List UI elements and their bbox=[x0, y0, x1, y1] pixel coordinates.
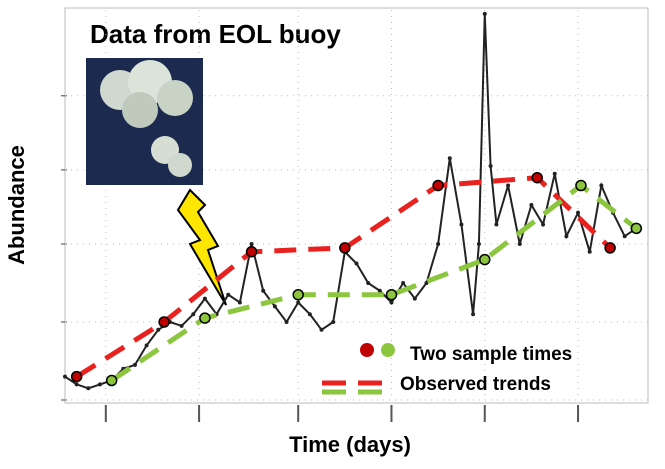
data-point bbox=[377, 288, 382, 293]
data-point bbox=[63, 374, 67, 379]
data-point bbox=[296, 300, 301, 305]
data-point bbox=[541, 222, 546, 227]
sample-point bbox=[339, 242, 351, 254]
data-point bbox=[476, 242, 481, 246]
sample-point bbox=[432, 179, 444, 192]
data-point bbox=[354, 261, 359, 266]
data-point bbox=[202, 296, 207, 301]
data-point bbox=[587, 249, 592, 254]
data-point bbox=[447, 156, 452, 161]
sample-point bbox=[604, 242, 616, 254]
x-axis-label: Time (days) bbox=[289, 432, 411, 457]
sample-point bbox=[630, 222, 643, 235]
data-point bbox=[389, 300, 394, 305]
data-point bbox=[272, 304, 277, 309]
sample-point bbox=[531, 171, 543, 184]
data-point bbox=[401, 281, 406, 285]
data-point bbox=[86, 386, 91, 391]
data-point bbox=[156, 327, 161, 332]
data-point bbox=[191, 312, 196, 317]
cloud-icon bbox=[86, 58, 203, 185]
sample-point bbox=[158, 316, 170, 328]
legend-dot bbox=[381, 343, 395, 357]
data-point bbox=[506, 183, 511, 188]
data-point bbox=[471, 312, 476, 317]
data-point bbox=[622, 234, 627, 239]
sample-point bbox=[479, 253, 491, 266]
data-point bbox=[97, 382, 102, 387]
sample-point bbox=[105, 374, 118, 387]
data-point bbox=[459, 222, 464, 227]
data-point bbox=[226, 292, 231, 297]
chart-title: Data from EOL buoy bbox=[90, 19, 341, 49]
data-point bbox=[179, 323, 184, 328]
data-point bbox=[307, 312, 312, 317]
sample-point bbox=[70, 370, 83, 383]
data-point bbox=[488, 164, 493, 168]
sample-point bbox=[385, 288, 398, 301]
data-point bbox=[576, 210, 581, 215]
data-point bbox=[366, 281, 371, 285]
legend-dot bbox=[360, 343, 374, 357]
data-point bbox=[331, 320, 336, 324]
data-point bbox=[494, 222, 499, 227]
legend-label: Observed trends bbox=[400, 374, 551, 395]
data-point bbox=[261, 288, 266, 293]
sample-point bbox=[199, 312, 211, 324]
data-point bbox=[482, 11, 487, 16]
data-point bbox=[517, 242, 522, 246]
data-point bbox=[436, 242, 441, 246]
data-point bbox=[529, 203, 534, 207]
sample-point bbox=[292, 288, 304, 301]
data-point bbox=[74, 382, 79, 387]
y-axis-label: Abundance bbox=[4, 145, 29, 265]
data-point bbox=[249, 242, 254, 246]
data-point bbox=[412, 296, 417, 301]
plot-frame bbox=[64, 7, 649, 404]
data-point bbox=[132, 362, 137, 367]
data-point bbox=[237, 300, 242, 305]
sample-point bbox=[575, 179, 587, 192]
sample-point bbox=[245, 246, 258, 258]
data-point bbox=[552, 171, 557, 176]
data-point bbox=[144, 343, 149, 348]
legend-label: Two sample times bbox=[410, 344, 572, 365]
data-point bbox=[424, 281, 429, 285]
data-point bbox=[599, 183, 604, 188]
data-point bbox=[564, 234, 569, 239]
data-point bbox=[319, 327, 324, 332]
data-point bbox=[284, 320, 289, 324]
lightning-bolt bbox=[176, 188, 227, 306]
